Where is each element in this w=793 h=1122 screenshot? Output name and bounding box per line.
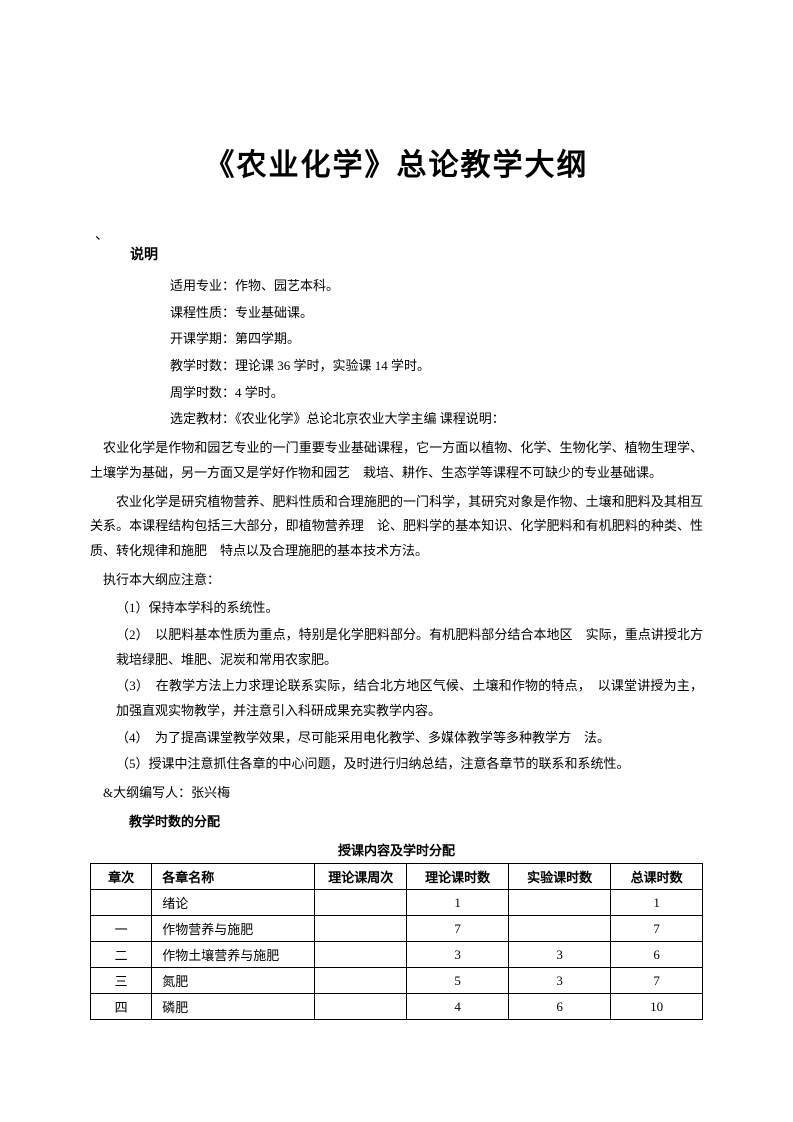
cell-lab: 3 <box>509 942 611 968</box>
para3-lead-text: 执行本大纲应注意： <box>90 568 703 593</box>
table-row: 绪论 1 1 <box>91 890 703 916</box>
cell-theory: 7 <box>407 916 509 942</box>
schedule-table: 章次 各章名称 理论课周次 理论课时数 实验课时数 总课时数 绪论 1 1 一 … <box>90 863 703 1020</box>
cell-week <box>315 994 407 1020</box>
th-chapter: 章次 <box>91 864 152 890</box>
table-header-row: 章次 各章名称 理论课周次 理论课时数 实验课时数 总课时数 <box>91 864 703 890</box>
numbered-list: （1）保持本学科的系统性。 （2） 以肥料基本性质为重点，特别是化学肥料部分。有… <box>90 596 703 777</box>
cell-theory: 3 <box>407 942 509 968</box>
th-week: 理论课周次 <box>315 864 407 890</box>
cell-lab <box>509 916 611 942</box>
cell-total: 7 <box>611 968 703 994</box>
document-title: 《农业化学》总论教学大纲 <box>90 140 703 184</box>
item-1: （1）保持本学科的系统性。 <box>90 596 703 621</box>
cell-week <box>315 890 407 916</box>
cell-chapter: 一 <box>91 916 152 942</box>
cell-chapter: 三 <box>91 968 152 994</box>
table-row: 一 作物营养与施肥 7 7 <box>91 916 703 942</box>
info-weekly: 周学时数：4 学时。 <box>170 381 703 406</box>
cell-total: 1 <box>611 890 703 916</box>
para1-text: 农业化学是作物和园艺专业的一门重要专业基础课程，它一方面以植物、化学、生物化学、… <box>90 440 703 480</box>
cell-week <box>315 916 407 942</box>
cell-lab: 6 <box>509 994 611 1020</box>
info-major: 适用专业：作物、园艺本科。 <box>170 274 703 299</box>
table-title: 授课内容及学时分配 <box>90 840 703 859</box>
item-2: （2） 以肥料基本性质为重点，特别是化学肥料部分。有机肥料部分结合本地区 实际，… <box>90 623 703 672</box>
paragraph-2: 农业化学是研究植物营养、肥料性质和合理施肥的一门科学，其研究对象是作物、土壤和肥… <box>90 490 703 564</box>
para2-text: 农业化学是研究植物营养、肥料性质和合理施肥的一门科学，其研究对象是作物、土壤和肥… <box>90 490 703 564</box>
info-hours: 教学时数：理论课 36 学时，实验课 14 学时。 <box>170 354 703 379</box>
cell-chapter <box>91 890 152 916</box>
cell-name: 绪论 <box>152 890 315 916</box>
cell-chapter: 二 <box>91 942 152 968</box>
cell-lab: 3 <box>509 968 611 994</box>
paragraph-1: 农业化学是作物和园艺专业的一门重要专业基础课程，它一方面以植物、化学、生物化学、… <box>90 436 703 485</box>
cell-name: 作物营养与施肥 <box>152 916 315 942</box>
info-textbook: 选定教材：《农业化学》总论北京农业大学主编 课程说明： <box>170 407 703 432</box>
cell-name: 作物土壤营养与施肥 <box>152 942 315 968</box>
table-row: 三 氮肥 5 3 7 <box>91 968 703 994</box>
table-body: 绪论 1 1 一 作物营养与施肥 7 7 二 作物土壤营养与施肥 3 3 6 三… <box>91 890 703 1020</box>
cell-theory: 5 <box>407 968 509 994</box>
th-theory: 理论课时数 <box>407 864 509 890</box>
cell-total: 10 <box>611 994 703 1020</box>
item-4: （4） 为了提高课堂教学效果，尽可能采用电化教学、多媒体教学等多种教学方 法。 <box>90 726 703 751</box>
info-semester: 开课学期：第四学期。 <box>170 327 703 352</box>
table-row: 二 作物土壤营养与施肥 3 3 6 <box>91 942 703 968</box>
paragraph-3-lead: 执行本大纲应注意： <box>90 568 703 593</box>
th-lab: 实验课时数 <box>509 864 611 890</box>
th-total: 总课时数 <box>611 864 703 890</box>
table-row: 四 磷肥 4 6 10 <box>91 994 703 1020</box>
cell-week <box>315 942 407 968</box>
course-info-block: 适用专业：作物、园艺本科。 课程性质：专业基础课。 开课学期：第四学期。 教学时… <box>170 274 703 432</box>
info-nature: 课程性质：专业基础课。 <box>170 301 703 326</box>
subsection-title: 教学时数的分配 <box>129 810 703 835</box>
cell-total: 7 <box>611 916 703 942</box>
comma-marker: 、 <box>95 224 703 244</box>
cell-week <box>315 968 407 994</box>
writer-line: &大纲编写人：张兴梅 <box>103 781 703 806</box>
item-3: （3） 在教学方法上力求理论联系实际，结合北方地区气候、土壤和作物的特点， 以课… <box>90 674 703 723</box>
cell-name: 磷肥 <box>152 994 315 1020</box>
cell-name: 氮肥 <box>152 968 315 994</box>
item-5: （5）授课中注意抓住各章的中心问题，及时进行归纳总结，注意各章节的联系和系统性。 <box>90 752 703 777</box>
cell-theory: 4 <box>407 994 509 1020</box>
th-name: 各章名称 <box>152 864 315 890</box>
section-header-explanation: 说明 <box>130 244 703 264</box>
cell-chapter: 四 <box>91 994 152 1020</box>
cell-theory: 1 <box>407 890 509 916</box>
cell-total: 6 <box>611 942 703 968</box>
cell-lab <box>509 890 611 916</box>
